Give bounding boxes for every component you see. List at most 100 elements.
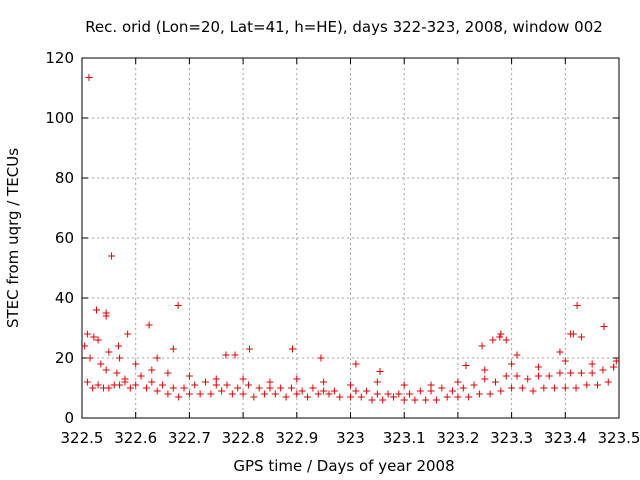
y-tick-label: 60: [55, 229, 74, 247]
y-tick-label: 20: [55, 349, 74, 367]
data-point: [266, 378, 274, 386]
x-tick-label: 322.8: [222, 429, 265, 447]
data-point: [180, 384, 188, 392]
data-point: [384, 390, 392, 398]
data-point: [336, 393, 344, 401]
data-point: [309, 384, 317, 392]
data-point: [373, 390, 381, 398]
data-point: [534, 363, 542, 371]
data-point: [287, 384, 295, 392]
data-point: [497, 330, 505, 338]
data-point: [347, 381, 354, 389]
data-point: [529, 387, 537, 395]
data-point: [92, 306, 100, 314]
y-tick-label: 100: [45, 109, 74, 127]
data-point: [169, 345, 177, 353]
x-axis-label: GPS time / Days of year 2008: [233, 457, 454, 475]
x-tick-label: 322.6: [114, 429, 157, 447]
data-point: [212, 381, 220, 389]
data-point: [244, 381, 252, 389]
data-point: [610, 363, 618, 371]
data-point: [191, 381, 199, 389]
data-point: [496, 333, 504, 341]
data-point: [102, 366, 110, 374]
data-point: [583, 381, 591, 389]
data-point: [376, 368, 384, 375]
data-point: [148, 378, 156, 386]
data-point: [317, 354, 325, 362]
data-point: [314, 390, 322, 398]
data-point: [105, 348, 113, 356]
data-point: [588, 369, 596, 377]
x-tick-label: 323: [336, 429, 365, 447]
data-point: [357, 393, 365, 401]
data-point: [572, 384, 580, 392]
data-point: [212, 375, 220, 383]
data-point: [293, 375, 301, 383]
data-point: [534, 372, 542, 380]
data-point: [599, 366, 607, 374]
data-point: [422, 396, 430, 404]
data-point: [427, 387, 435, 395]
y-tick-label: 80: [55, 169, 74, 187]
data-point: [411, 396, 419, 404]
data-point: [432, 396, 440, 404]
x-tick-label: 323.5: [598, 429, 640, 447]
data-point: [83, 330, 91, 338]
data-point: [438, 384, 446, 392]
data-point: [443, 393, 451, 401]
data-point: [491, 378, 499, 386]
y-tick-label: 0: [64, 409, 74, 427]
data-point: [159, 381, 167, 389]
data-point: [132, 381, 140, 389]
data-point: [508, 384, 516, 392]
data-point: [604, 378, 612, 386]
data-point: [289, 345, 297, 353]
data-point: [94, 381, 102, 389]
data-point: [551, 384, 559, 392]
data-point: [90, 333, 98, 341]
data-point: [222, 351, 230, 359]
data-point: [508, 360, 516, 368]
data-point: [600, 323, 608, 330]
data-point: [518, 384, 526, 392]
data-point: [282, 393, 290, 401]
data-point: [363, 387, 371, 395]
data-point: [145, 321, 153, 329]
data-point: [489, 336, 497, 344]
data-point: [228, 390, 236, 398]
data-point: [239, 390, 247, 398]
data-point: [449, 387, 457, 395]
y-axis-label: STEC from uqrg / TECUs: [4, 148, 22, 328]
data-point: [261, 390, 269, 398]
data-point: [502, 336, 510, 344]
axis-ticks: 322.5 322.6 322.7 322.8 322.9 323 323.1 323.2 32…: [45, 49, 640, 447]
data-point: [478, 342, 486, 350]
data-point: [347, 393, 354, 401]
data-point: [81, 342, 89, 350]
data-point: [395, 390, 403, 398]
data-point: [137, 372, 145, 380]
data-point: [454, 393, 462, 401]
y-tick-label: 40: [55, 289, 74, 307]
data-point: [470, 381, 478, 389]
data-point: [304, 393, 312, 401]
data-point: [400, 381, 408, 389]
data-point: [142, 384, 150, 392]
grid: [82, 58, 619, 418]
x-tick-label: 323.2: [436, 429, 479, 447]
data-point: [175, 393, 183, 401]
data-point: [116, 354, 124, 362]
data-point: [102, 312, 110, 320]
chart-title: Rec. orid (Lon=20, Lat=41, h=HE), days 3…: [85, 18, 603, 36]
data-point: [231, 351, 239, 359]
data-point: [94, 336, 102, 344]
data-point: [569, 330, 577, 338]
data-point: [556, 348, 564, 356]
data-point: [202, 378, 210, 386]
data-point: [577, 333, 585, 341]
data-point: [223, 381, 231, 389]
data-point: [89, 384, 97, 392]
data-point: [454, 378, 462, 386]
data-point: [475, 390, 483, 398]
